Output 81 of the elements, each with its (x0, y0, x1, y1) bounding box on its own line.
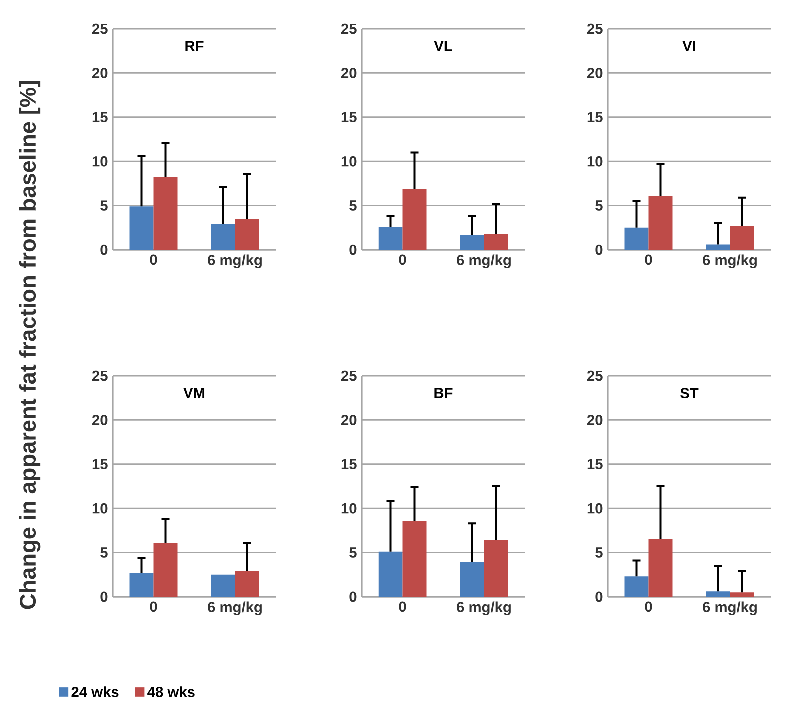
x-tick-label: 0 (399, 254, 406, 266)
x-tick-label: 0 (150, 602, 158, 612)
y-tick-label: 15 (342, 460, 357, 470)
bar (484, 540, 508, 598)
legend-label: 24 wks (72, 686, 119, 698)
bar (648, 196, 673, 250)
bar (484, 234, 508, 250)
y-tick-label: 20 (92, 415, 108, 426)
y-tick-label: 5 (100, 548, 108, 558)
y-tick-label: 20 (341, 415, 357, 426)
bar (706, 244, 730, 250)
y-tick-label: 25 (587, 24, 603, 34)
y-tick-label: 10 (342, 156, 357, 168)
y-tick-label: 0 (100, 592, 108, 602)
x-tick-label: 6 mg/kg (208, 254, 262, 269)
bar (460, 562, 484, 598)
y-tick-label: 25 (92, 24, 108, 34)
x-tick-label: 6 mg/kg (208, 602, 262, 616)
x-tick-label: 6 mg/kg (457, 254, 511, 269)
y-tick-label: 10 (588, 156, 603, 168)
bar (460, 235, 484, 250)
y-tick-label: 10 (588, 504, 603, 514)
y-tick-label: 10 (342, 504, 357, 514)
legend-label: 48 wks (148, 686, 195, 698)
y-tick-label: 5 (596, 200, 603, 212)
bar (235, 572, 260, 598)
text: RF (186, 41, 204, 52)
x-tick-label: 0 (399, 602, 406, 612)
bar (378, 552, 403, 598)
text: BF (434, 388, 453, 398)
y-tick-label: 15 (588, 112, 603, 123)
y-tick-label: 0 (596, 245, 603, 256)
x-tick-label: 0 (645, 602, 652, 612)
y-tick-label: 25 (587, 371, 603, 382)
bar (235, 219, 260, 250)
bar (154, 178, 178, 250)
y-tick-label: 0 (100, 245, 108, 256)
bar (706, 592, 730, 598)
y-tick-label: 5 (350, 548, 357, 558)
text: VI (682, 41, 696, 52)
bar (730, 226, 754, 250)
x-tick-label: 6 mg/kg (457, 602, 511, 616)
bar (211, 575, 236, 598)
bar (730, 592, 754, 598)
x-tick-label: 6 mg/kg (703, 254, 757, 269)
bar (378, 227, 403, 250)
bar (402, 189, 427, 250)
bar (211, 224, 236, 250)
y-tick-label: 5 (100, 200, 108, 212)
y-tick-label: 0 (596, 592, 603, 602)
y-tick-label: 20 (587, 68, 603, 79)
bar (648, 540, 673, 598)
bar (624, 576, 649, 598)
bar (154, 543, 178, 598)
bar (624, 228, 649, 250)
y-tick-label: 20 (92, 68, 108, 79)
y-tick-label: 20 (341, 68, 357, 79)
text: ST (680, 388, 699, 399)
text: VL (434, 41, 452, 52)
y-tick-label: 25 (341, 371, 357, 382)
bar (130, 573, 154, 598)
y-tick-label: 20 (587, 415, 603, 426)
y-tick-label: 25 (341, 24, 357, 34)
y-tick-label: 10 (92, 504, 108, 514)
y-tick-label: 5 (596, 548, 603, 558)
y-tick-label: 15 (588, 460, 603, 470)
bar (130, 206, 154, 250)
y-axis-title: Change in apparent fat fraction from baseline [%] (19, 81, 41, 610)
y-tick-label: 5 (350, 200, 357, 212)
bar (402, 521, 427, 598)
x-tick-label: 6 mg/kg (703, 602, 757, 616)
y-tick-label: 25 (92, 371, 108, 382)
y-tick-label: 0 (350, 245, 357, 256)
y-tick-label: 10 (92, 156, 108, 168)
y-tick-label: 15 (92, 112, 108, 123)
y-tick-label: 15 (92, 460, 108, 470)
y-tick-label: 0 (350, 592, 357, 602)
x-tick-label: 0 (645, 254, 652, 266)
text: VM (184, 388, 205, 398)
x-tick-label: 0 (150, 254, 158, 266)
y-tick-label: 15 (342, 112, 357, 123)
